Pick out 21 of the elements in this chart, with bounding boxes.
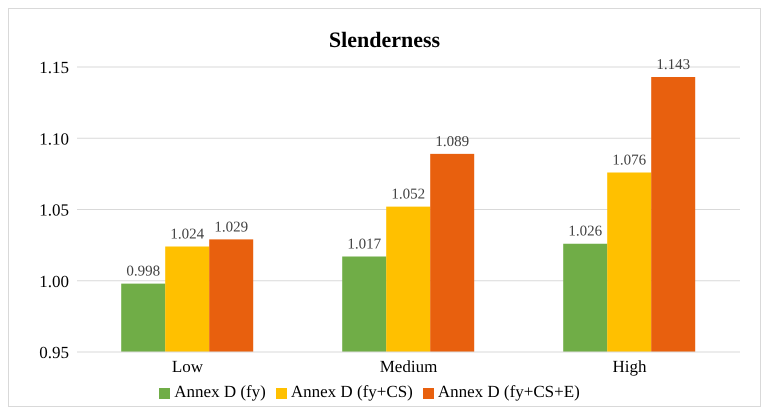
legend-label: Annex D (fy+CS) [290,382,413,401]
chart-title: Slenderness [328,27,442,54]
x-tick-label: Medium [380,357,438,376]
y-tick-label: 1.10 [39,129,69,148]
data-label: 1.017 [347,236,382,253]
data-label: 1.024 [170,226,205,243]
y-tick-label: 1.00 [39,272,69,291]
legend-label: Annex D (fy+CS+E) [438,382,580,401]
legend-label: Annex D (fy) [174,382,266,401]
data-label: 1.026 [568,224,603,240]
data-label: 0.998 [126,264,160,280]
y-tick-label: 0.95 [39,343,69,362]
x-tick-label: High [612,357,647,376]
y-tick-label: 1.05 [39,200,69,220]
x-tick-label: Low [172,357,204,376]
data-label: 1.143 [656,56,690,73]
data-label: 1.089 [435,134,470,150]
y-tick-label: 1.15 [39,58,69,78]
data-label: 1.052 [391,186,426,203]
data-label: 1.029 [214,219,248,236]
data-label: 1.076 [612,152,647,168]
